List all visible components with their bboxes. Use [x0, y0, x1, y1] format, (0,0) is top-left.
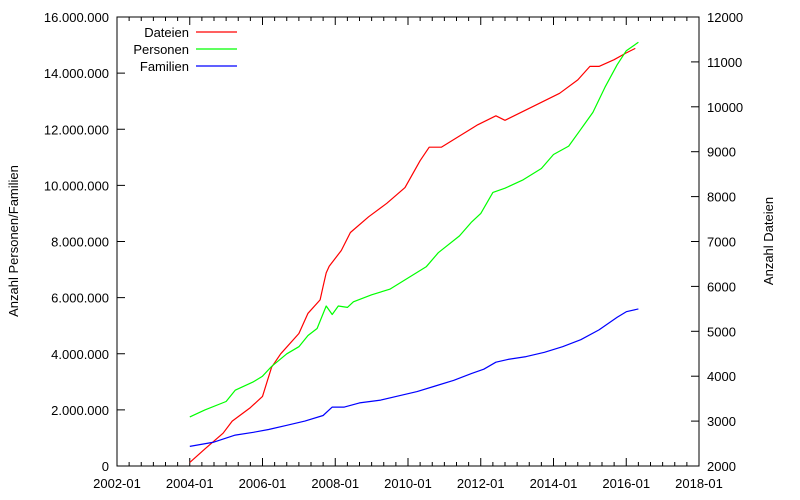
- x-tick-label: 2016-01: [602, 476, 650, 491]
- y-left-tick-label: 10.000.000: [44, 178, 109, 193]
- y-right-tick-label: 8000: [707, 190, 736, 205]
- x-tick-label: 2010-01: [384, 476, 432, 491]
- x-tick-label: 2004-01: [166, 476, 214, 491]
- series-line-dateien: [189, 47, 636, 463]
- y-right-tick-label: 7000: [707, 235, 736, 250]
- y-right-tick-label: 11000: [707, 55, 742, 70]
- x-tick-label: 2018-01: [675, 476, 723, 491]
- y-right-tick-label: 10000: [707, 100, 743, 115]
- legend-label-personen: Personen: [133, 42, 189, 57]
- y-right-tick-label: 2000: [707, 459, 736, 474]
- series-line-personen: [189, 41, 639, 418]
- y-left-tick-label: 2.000.000: [51, 403, 109, 418]
- y-left-tick-label: 0: [102, 459, 109, 474]
- y-axis-right-title: Anzahl Dateien: [761, 197, 776, 285]
- y-axis-left-title: Anzahl Personen/Familien: [6, 165, 21, 317]
- legend: Dateien Personen Familien: [133, 25, 237, 74]
- y-right-tick-label: 5000: [707, 324, 736, 339]
- x-tick-label: 2014-01: [530, 476, 578, 491]
- x-tick-label: 2002-01: [93, 476, 141, 491]
- y-left-tick-label: 8.000.000: [51, 235, 109, 250]
- y-right-tick-label: 12000: [707, 10, 743, 25]
- x-tick-label: 2012-01: [457, 476, 505, 491]
- y-left-tick-label: 14.000.000: [44, 66, 109, 81]
- y-left-tick-label: 6.000.000: [51, 291, 109, 306]
- y-left-tick-label: 4.000.000: [51, 347, 109, 362]
- y-right-tick-label: 3000: [707, 414, 736, 429]
- series-line-familien: [189, 308, 639, 447]
- y-right-tick-label: 6000: [707, 279, 736, 294]
- y-right-tick-label: 9000: [707, 145, 736, 160]
- legend-label-familien: Familien: [140, 59, 189, 74]
- x-tick-label: 2006-01: [239, 476, 287, 491]
- series-layer: [189, 41, 639, 463]
- plot-frame: [116, 16, 700, 467]
- x-tick-label: 2008-01: [311, 476, 359, 491]
- ticks-layer: 2002-01 2004-01 2006-01 2008-01 2010-01 2012-…: [44, 10, 743, 491]
- y-right-tick-label: 4000: [707, 369, 736, 384]
- y-left-tick-label: 16.000.000: [44, 10, 109, 25]
- legend-label-dateien: Dateien: [144, 25, 189, 40]
- y-left-tick-label: 12.000.000: [44, 122, 109, 137]
